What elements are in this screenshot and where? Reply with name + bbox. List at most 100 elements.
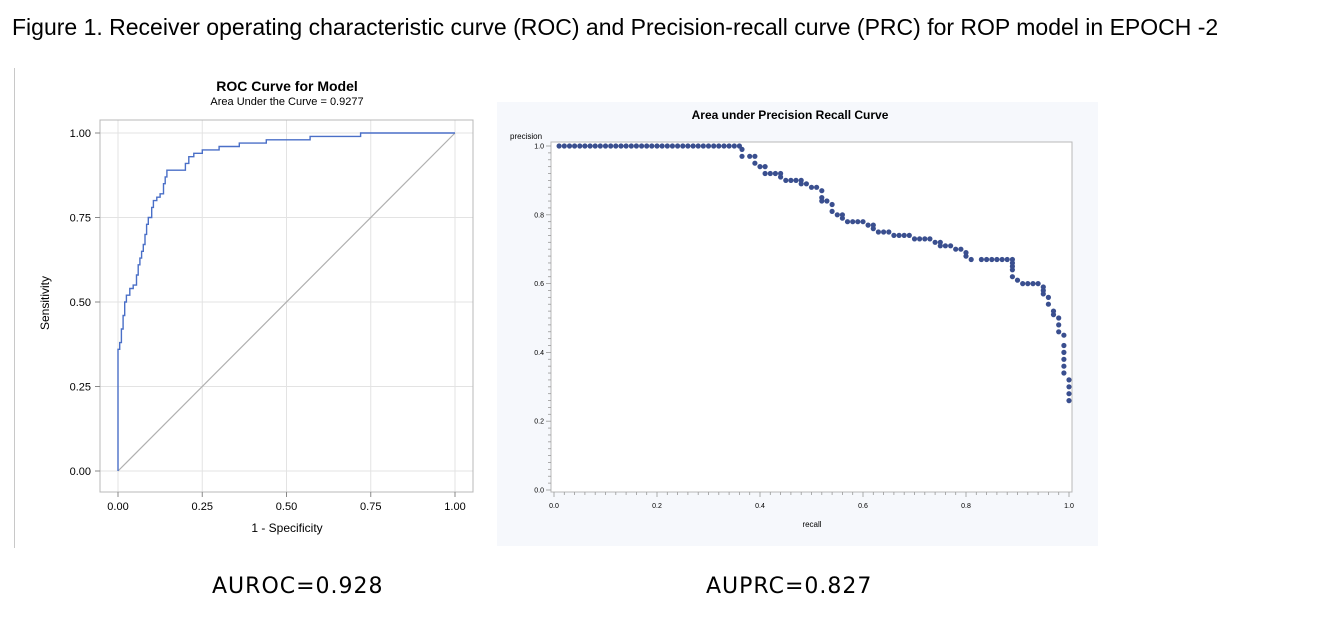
pr-point [739,146,745,152]
pr-point [793,177,799,183]
pr-point [978,256,984,263]
pr-point [788,177,794,183]
pr-point [587,143,593,149]
pr-point [865,222,871,228]
pr-point [1045,301,1051,307]
pr-point [1061,363,1067,369]
pr-point [963,253,969,259]
pr-point [844,219,851,225]
pr-point [989,256,995,263]
pr-point [860,219,866,225]
pr-point [927,236,933,242]
pr-point [814,184,820,190]
pr-point [556,143,562,149]
auprc-label: AUPRC=0.827 [706,574,873,599]
pr-point [639,143,645,149]
pr-point [675,143,681,149]
pr-x-tick-label: 0.6 [858,503,868,510]
pr-point [561,143,567,149]
pr-point [700,143,706,149]
pr-point [752,160,758,166]
pr-point [1040,291,1046,297]
pr-point [695,143,701,149]
pr-x-tick-label: 0.0 [549,503,559,510]
pr-point [659,143,665,149]
pr-point [1004,256,1010,263]
pr-tick-marks: 0.0 0.2 0.4 0.6 0.8 1.0 0.0 0.2 0.4 0.6 0.8 1.0 [534,144,1074,511]
pr-point [721,143,727,149]
pr-point [705,143,712,149]
pr-point [932,239,938,245]
pr-point [881,229,887,235]
left-divider [14,68,15,548]
pr-point [778,174,784,180]
pr-point [1014,277,1021,283]
pr-point [855,219,861,225]
roc-subtitle: Area Under the Curve = 0.9277 [210,96,363,108]
pr-y-axis-label: precision [510,132,542,141]
pr-point [757,164,763,170]
pr-point [1066,384,1072,390]
pr-point [999,256,1005,263]
pr-point [711,143,717,149]
pr-point [680,143,686,149]
pr-y-tick-label: 1.0 [534,144,544,151]
pr-point [772,170,778,177]
pr-point [896,232,902,238]
pr-point [762,164,768,170]
pr-point [623,143,629,149]
pr-point [1061,342,1067,349]
pr-point [597,143,603,149]
pr-point [839,215,845,221]
pr-point [994,256,1000,263]
roc-x-tick-label: 0.00 [107,501,128,513]
pr-y-tick-label: 0.4 [534,350,544,357]
pr-point [633,143,639,149]
pr-point [875,229,881,235]
pr-point [716,143,722,149]
pr-point [911,236,918,242]
pr-point [824,198,830,204]
pr-point [747,153,753,159]
pr-point [953,246,959,252]
pr-y-tick-label: 0.0 [534,488,544,495]
roc-curve-line [117,132,455,471]
pr-point [1025,281,1031,287]
pr-points [556,143,1072,404]
pr-point [1045,294,1051,300]
pr-point [829,208,835,214]
figure-caption: Figure 1. Receiver operating characteris… [12,14,1219,40]
roc-title: ROC Curve for Model [216,78,358,94]
pr-y-tick-label: 0.2 [534,419,544,426]
pr-x-tick-label: 0.4 [755,503,765,510]
pr-point [803,181,809,187]
pr-point [984,256,990,263]
pr-point [1009,274,1016,280]
roc-x-tick-label: 0.25 [192,501,213,513]
pr-point [592,143,598,149]
pr-point [767,170,773,177]
pr-y-tick-label: 0.6 [534,281,544,288]
pr-point [1066,391,1072,397]
pr-y-tick-label: 0.8 [534,212,544,219]
roc-y-tick-label: 0.50 [70,297,91,309]
pr-point [834,212,840,218]
pr-point [798,181,804,187]
pr-point [783,177,789,183]
pr-point [942,243,948,249]
pr-point [1056,329,1062,335]
pr-point [628,143,634,149]
pr-point [654,143,660,149]
pr-point [870,226,876,232]
pr-point [1035,281,1041,287]
pr-point [1061,349,1067,355]
pr-point [968,256,974,263]
pr-point [649,143,655,149]
pr-point [582,143,588,149]
roc-chart: ROC Curve for Model Area Under the Curve… [38,78,474,535]
roc-x-tick-label: 1.00 [444,501,465,513]
pr-point [566,143,573,149]
pr-point [886,229,892,235]
pr-point [1061,332,1067,338]
pr-point [850,219,856,225]
